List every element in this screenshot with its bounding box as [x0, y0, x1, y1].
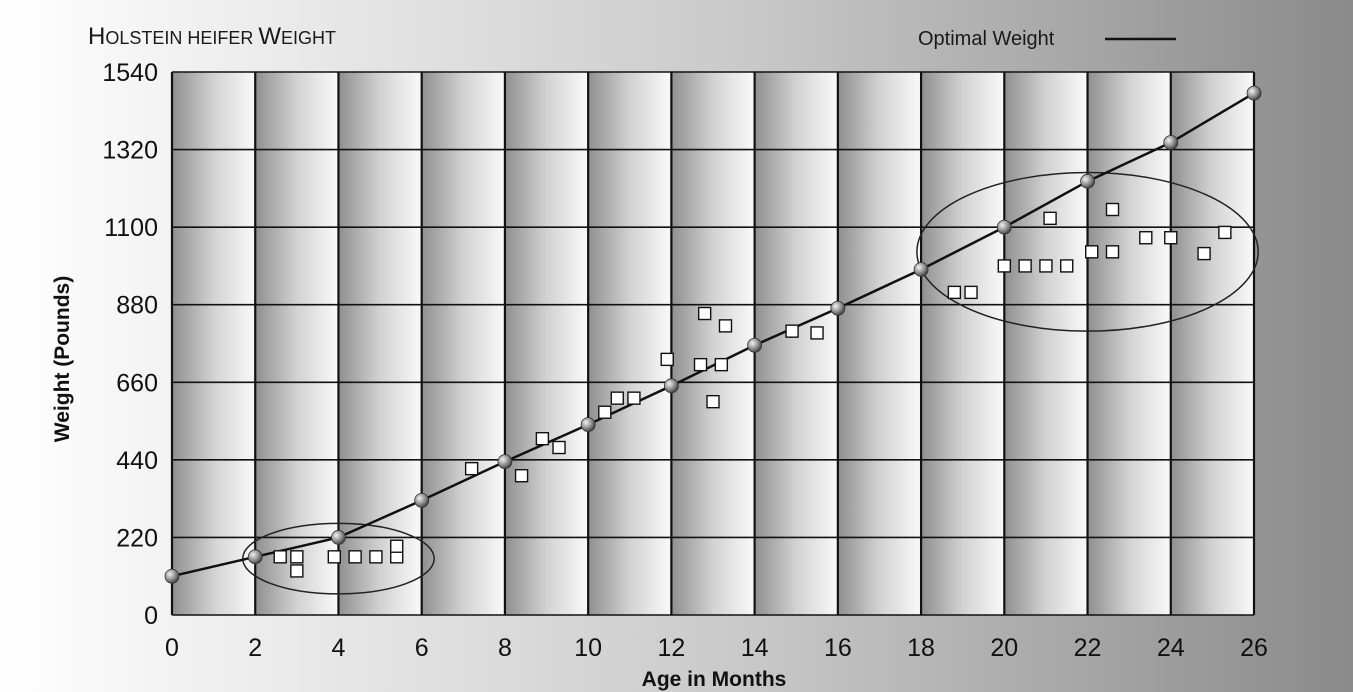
- optimal-weight-marker: [663, 378, 679, 394]
- optimal-weight-line: [171, 92, 1255, 578]
- x-tick-label: 16: [824, 634, 852, 662]
- x-tick-label: 22: [1074, 634, 1102, 662]
- observed-weight-point: [514, 469, 529, 483]
- observed-weight-point: [348, 550, 362, 564]
- observed-weight-point: [693, 357, 708, 372]
- background-band: [754, 72, 838, 615]
- background-band: [671, 72, 755, 615]
- observed-weight-point: [1218, 225, 1232, 240]
- background-band: [1170, 72, 1254, 615]
- optimal-weight-marker: [164, 568, 180, 584]
- background-band: [504, 72, 589, 615]
- observed-weight-point: [390, 539, 404, 553]
- background-band: [255, 72, 339, 615]
- optimal-weight-marker: [830, 300, 846, 316]
- observed-weight-point: [610, 391, 624, 405]
- observed-weight-point: [1060, 259, 1074, 273]
- background-band: [1004, 72, 1088, 615]
- observed-weight-point: [1139, 231, 1153, 245]
- chart-title: HOLSTEIN HEIFER WEIGHT: [88, 23, 336, 50]
- y-tick-label: 440: [116, 447, 158, 475]
- observed-weight-point: [369, 550, 383, 564]
- x-axis-label: Age in Months: [642, 668, 787, 691]
- background-band: [421, 72, 505, 615]
- observed-weight-point: [1043, 211, 1057, 226]
- x-tick-label: 2: [248, 634, 262, 662]
- optimal-weight-marker: [1080, 173, 1095, 189]
- background-band: [921, 72, 1005, 615]
- y-tick-label: 1100: [104, 214, 158, 242]
- observed-weight-point: [1105, 245, 1120, 259]
- observed-weight-point: [697, 306, 712, 321]
- x-tick-label: 6: [415, 634, 429, 662]
- optimal-weight-marker: [497, 454, 513, 470]
- observed-weight-point: [464, 461, 479, 476]
- observed-weight-point: [810, 326, 824, 340]
- background-band: [1087, 72, 1171, 615]
- y-tick-label: 0: [144, 602, 158, 630]
- background-band: [172, 72, 256, 615]
- grid-lines: [172, 71, 1254, 616]
- observed-weight-point: [1164, 231, 1178, 245]
- background-band: [588, 72, 672, 615]
- legend-label: Optimal Weight: [918, 28, 1055, 50]
- observed-weight-point: [1039, 259, 1053, 273]
- background-band: [837, 72, 922, 615]
- optimal-weight-marker: [247, 549, 263, 565]
- y-tick-label: 1540: [102, 59, 158, 87]
- y-tick-label: 660: [116, 369, 158, 397]
- y-tick-label: 1320: [102, 137, 158, 165]
- observed-weight-point: [1018, 259, 1032, 273]
- observed-weight-point: [706, 394, 720, 409]
- x-tick-label: 14: [741, 634, 769, 662]
- observed-weight-point: [1084, 245, 1099, 259]
- y-axis-label: Weight (Pounds): [51, 276, 74, 442]
- observed-weight-point: [718, 319, 733, 333]
- optimal-weight-marker: [913, 262, 929, 277]
- x-tick-label: 8: [498, 634, 512, 662]
- optimal-weight-marker: [747, 337, 763, 353]
- optimal-weight-marker: [331, 530, 346, 545]
- y-tick-label: 220: [116, 524, 158, 552]
- background-bands: [170, 72, 1256, 615]
- x-tick-label: 26: [1240, 634, 1268, 662]
- optimal-weight-marker: [996, 219, 1012, 235]
- observed-weight-point: [785, 324, 799, 338]
- optimal-weight-marker: [580, 417, 596, 432]
- x-tick-label: 24: [1157, 634, 1185, 662]
- observed-weight-point: [964, 285, 978, 300]
- annotation-ellipse: [916, 171, 1259, 332]
- observed-weight-point: [598, 405, 612, 419]
- x-tick-label: 0: [165, 634, 179, 662]
- optimal-weight-marker: [1163, 135, 1179, 150]
- observed-weight-point: [660, 352, 674, 367]
- observed-weight-point: [1105, 202, 1120, 217]
- observed-weight-point: [997, 259, 1012, 273]
- x-tick-label: 20: [990, 634, 1018, 662]
- x-tick-label: 4: [332, 634, 346, 662]
- observed-weight-point: [290, 564, 304, 578]
- optimal-weight-marker: [414, 493, 430, 508]
- observed-weight-point: [947, 285, 962, 300]
- observed-weight-point: [290, 550, 304, 564]
- observed-weight-point: [535, 432, 550, 446]
- observed-weight-point: [1197, 246, 1211, 261]
- x-tick-label: 18: [907, 634, 935, 662]
- observed-weight-point: [273, 550, 287, 564]
- optimal-weight-line-layer: [164, 85, 1262, 584]
- scatter-points: [273, 202, 1232, 578]
- observed-weight-point: [327, 550, 341, 564]
- y-tick-label: 880: [116, 292, 158, 320]
- observed-weight-point: [552, 440, 566, 455]
- background-band: [338, 72, 422, 615]
- observed-weight-point: [714, 357, 729, 372]
- x-tick-label: 12: [657, 634, 685, 662]
- optimal-weight-marker: [1246, 85, 1262, 101]
- observed-weight-point: [627, 391, 641, 405]
- x-tick-label: 10: [574, 634, 602, 662]
